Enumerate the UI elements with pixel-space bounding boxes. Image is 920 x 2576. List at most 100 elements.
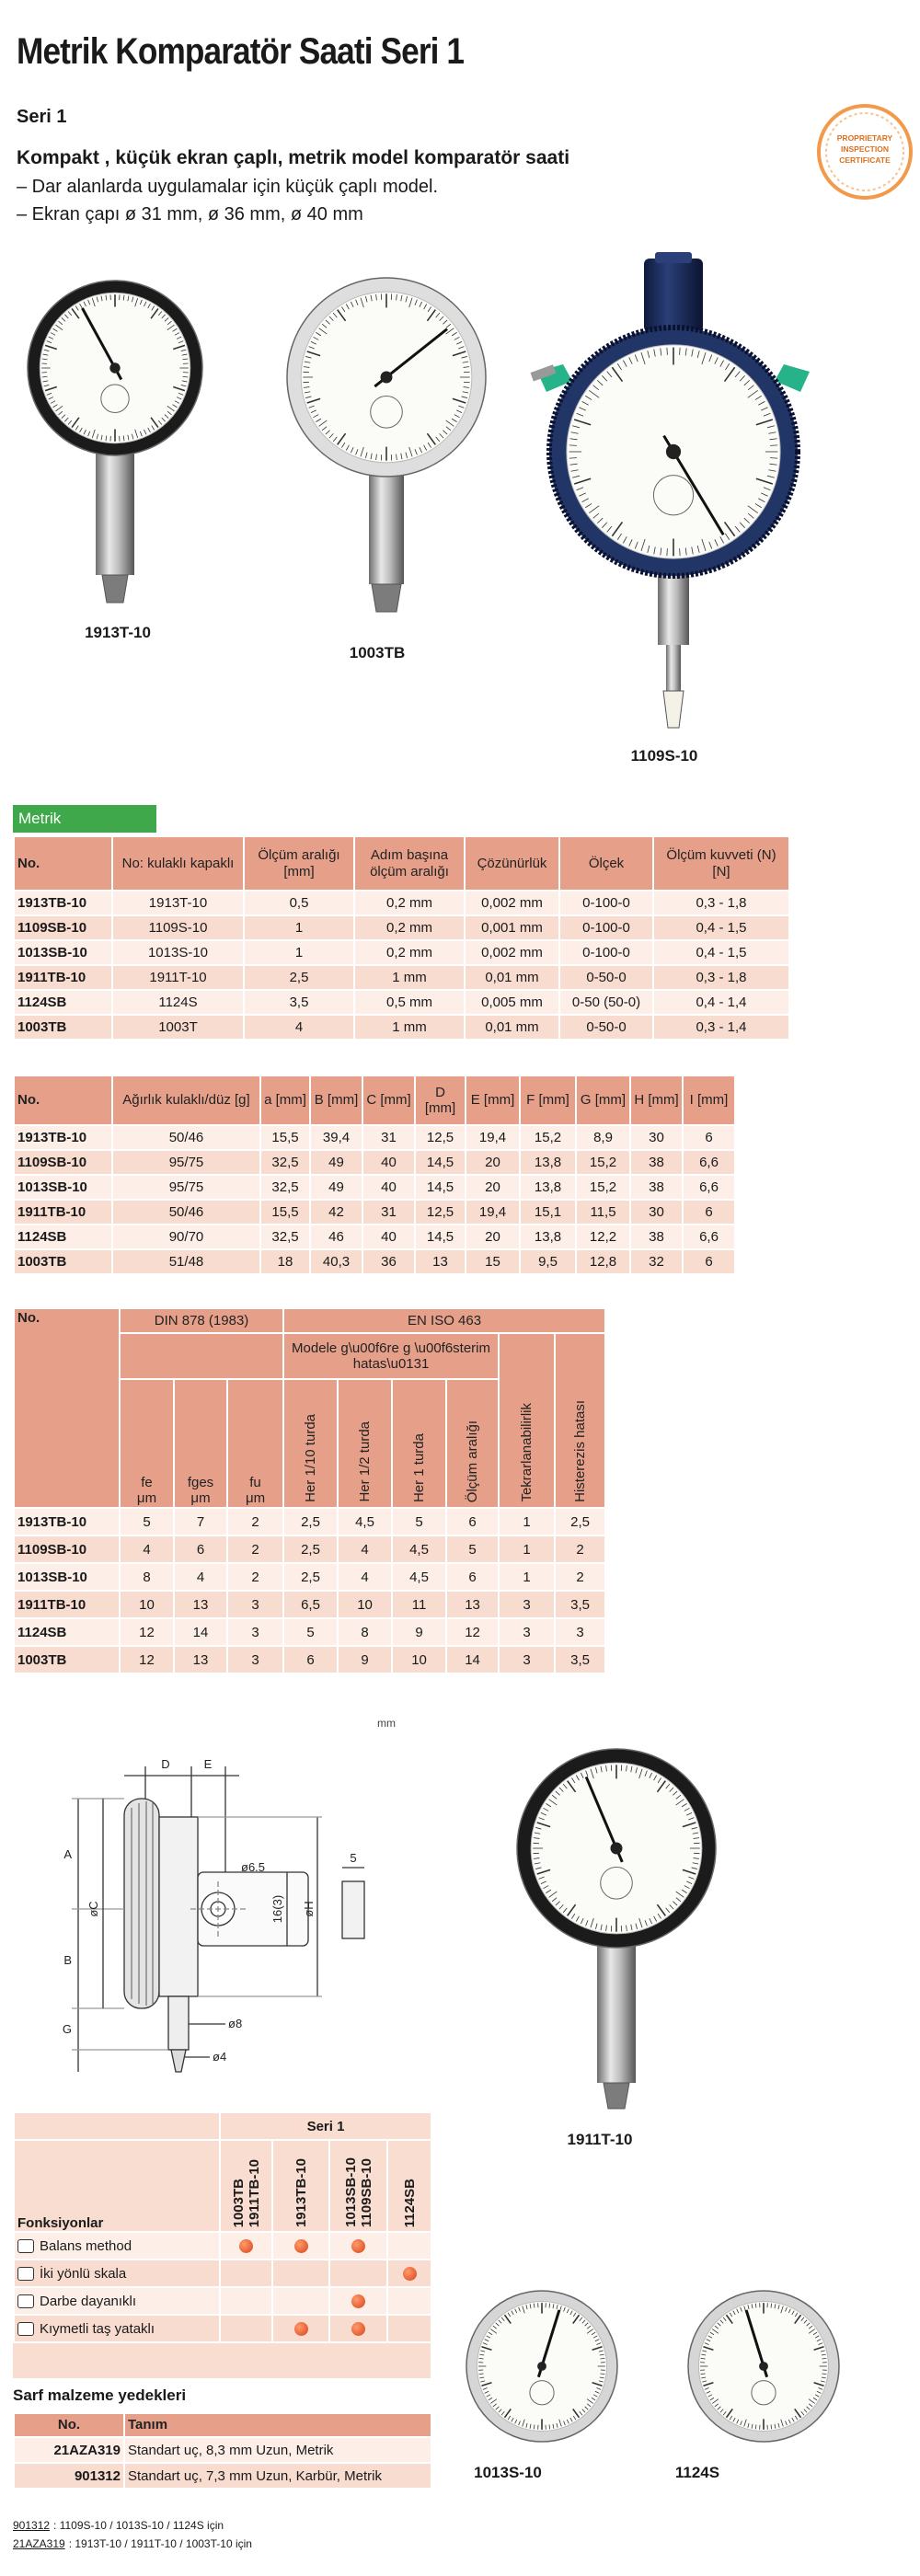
function-mark-cell	[386, 2259, 432, 2288]
column-header: Her 1/2 turda	[337, 1378, 394, 1509]
function-row: Kıymetli taş yataklı	[13, 2314, 432, 2343]
gauge-tick	[83, 429, 86, 435]
table-cell: 12,2	[575, 1224, 631, 1250]
gauge-tick	[592, 385, 600, 391]
gauge-hub	[537, 2362, 546, 2371]
model-name: 1013SB-10	[342, 2157, 359, 2227]
gauge-tick	[628, 539, 633, 546]
header-row: fe μm fges μm fu μm Her 1/10 turda Her 1/2 turd…	[14, 1378, 605, 1509]
spec-table: No. No: kulaklı kapaklı Ölçüm aralığı [mm]…	[13, 835, 790, 1041]
gauge-tick	[452, 397, 466, 404]
product-label: 1013S-10	[474, 2464, 542, 2481]
gauge-tick	[522, 2306, 525, 2314]
gauge-tick	[803, 2319, 808, 2324]
table-cell: 6,6	[682, 1149, 736, 1176]
gauge-tick	[305, 356, 312, 359]
gauge-tick	[708, 541, 713, 549]
gauge-tick	[337, 309, 347, 322]
dimension-label: E	[204, 1757, 213, 1771]
table-cell: 0,01 mm	[464, 1014, 560, 1041]
gauge-tick	[572, 2408, 581, 2419]
gauge-tick	[675, 1799, 684, 1806]
gauge-tick	[310, 409, 316, 413]
gauge-tick	[439, 316, 444, 321]
table-cell: 2	[554, 1535, 607, 1564]
gauge-tick	[426, 309, 436, 322]
table-cell: 1003T	[111, 1014, 245, 1041]
table-cell: 1	[498, 1535, 557, 1564]
gauge-tick	[445, 323, 452, 328]
gauge-tick	[535, 1827, 542, 1830]
gauge-tick	[712, 2398, 719, 2404]
table-cell: 1124S	[111, 989, 245, 1016]
gauge-tick	[747, 512, 754, 519]
table-cell: 3,5	[243, 989, 355, 1016]
badge-text: CERTIFICATE	[839, 155, 891, 165]
table-cell: 1913T-10	[111, 890, 245, 916]
table-cell: Standart uç, 7,3 mm Uzun, Karbür, Metrik	[123, 2462, 432, 2490]
gauge-tick	[770, 457, 778, 459]
gauge-tick	[820, 2380, 825, 2383]
header-unit: μm	[136, 1489, 157, 1506]
gauge-tick	[498, 2319, 502, 2324]
gauge-cap	[644, 259, 703, 332]
gauge-tick	[570, 431, 579, 434]
gauge-tick	[87, 299, 91, 305]
gauge-tick	[806, 2322, 811, 2327]
gauge-tick	[766, 425, 775, 429]
gauge-tick	[91, 429, 96, 439]
table-cell: 2,5	[282, 1562, 339, 1592]
footnote: 901312: 1109S-10 / 1013S-10 / 1124S için	[13, 2519, 224, 2532]
gauge-tick	[481, 2345, 492, 2352]
table-cell: 2	[554, 1562, 607, 1592]
gauge-tick	[79, 427, 83, 433]
gauge-tick	[575, 1775, 580, 1781]
row-header: 1003TB	[13, 1645, 121, 1674]
gauge-tick	[719, 360, 724, 367]
gauge-tick	[702, 2380, 707, 2383]
table-cell: 2,5	[282, 1535, 339, 1564]
gauge-tick	[596, 2342, 602, 2345]
gauge-tick	[518, 2306, 521, 2312]
gauge-tick	[768, 431, 776, 434]
table-cell: 3	[498, 1645, 557, 1674]
gauge-tick	[435, 312, 441, 318]
section-tag: Metrik	[13, 805, 156, 833]
function-row: İki yönlü skala	[13, 2259, 432, 2288]
table-cell: 42	[309, 1199, 363, 1225]
gauge-tick	[507, 2312, 512, 2317]
table-cell: 1	[243, 939, 355, 966]
function-dot	[351, 2322, 365, 2337]
gauge-tick	[707, 2335, 713, 2339]
gauge-tick	[597, 517, 604, 523]
lug-profile	[341, 1880, 365, 1939]
gauge-tick	[96, 296, 98, 303]
gauge-tick	[360, 297, 364, 308]
gauge-tick	[87, 431, 91, 437]
gauge-tick	[691, 1827, 697, 1830]
gauge-tick	[732, 2310, 736, 2316]
row-header: 1013SB-10	[13, 939, 113, 966]
column-header: I [mm]	[682, 1075, 736, 1126]
gauge-tick	[492, 2325, 497, 2329]
bullet: – Ekran çapı ø 31 mm, ø 36 mm, ø 40 mm	[17, 204, 363, 224]
footnote: 21AZA319: 1913T-10 / 1911T-10 / 1003T-10…	[13, 2537, 252, 2550]
gauge-tick	[556, 2305, 558, 2310]
table-cell: 1911T-10	[111, 964, 245, 991]
gauge-tick	[127, 434, 130, 441]
gauge-tick	[657, 1913, 661, 1919]
gauge-tick	[596, 2387, 602, 2390]
gauge-tick	[122, 294, 125, 301]
table-cell: 6	[282, 1645, 339, 1674]
gauge-tick	[693, 1857, 700, 1859]
gauge-tick	[666, 347, 668, 355]
gauge-hub	[380, 371, 393, 384]
gauge-tick	[546, 1803, 552, 1808]
header-row: No. No: kulaklı kapaklı Ölçüm aralığı [mm]…	[13, 835, 790, 891]
gauge-tick	[538, 1876, 545, 1880]
table-cell: 14,5	[414, 1174, 466, 1201]
gauge-tick	[579, 407, 586, 411]
table-row: 1913TB-10 1913T-10 0,5 0,2 mm 0,002 mm 0-100-…	[13, 890, 790, 916]
gauge-tick	[722, 2317, 727, 2321]
gauge-tick	[345, 304, 350, 310]
